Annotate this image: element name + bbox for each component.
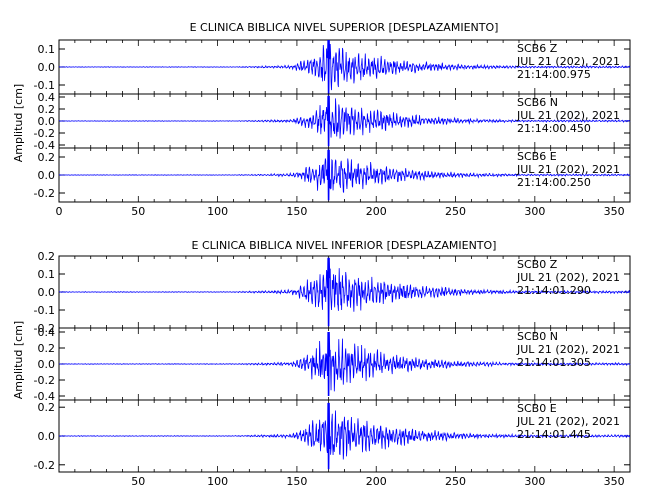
- y-tick-label: 0.2: [38, 250, 56, 263]
- y-tick-label: 0.2: [38, 103, 56, 116]
- date-label: JUL 21 (202), 2021: [516, 415, 620, 428]
- figure-title-lower: E CLINICA BIBLICA NIVEL INFERIOR [DESPLA…: [192, 239, 497, 252]
- figure-title-upper: E CLINICA BIBLICA NIVEL SUPERIOR [DESPLA…: [190, 21, 499, 34]
- station-label: SCB0 N: [517, 330, 558, 343]
- time-label: 21:14:00.975: [517, 68, 591, 81]
- x-tick-label: 100: [207, 205, 228, 218]
- date-label: JUL 21 (202), 2021: [516, 343, 620, 356]
- station-label: SCB0 Z: [517, 258, 558, 271]
- figure-ylabel-lower: Amplitud [cm]: [12, 321, 25, 399]
- y-tick-label: 0.4: [38, 91, 56, 104]
- y-tick-label: -0.2: [34, 374, 55, 387]
- station-label: SCB6 N: [517, 96, 558, 109]
- x-tick-label: 250: [445, 475, 466, 488]
- y-tick-label: 0.1: [38, 268, 56, 281]
- time-label: 21:14:01.305: [517, 356, 591, 369]
- y-tick-label: 0.4: [38, 326, 56, 339]
- figure-ylabel-upper: Amplitud [cm]: [12, 84, 25, 162]
- waveform-line: [58, 257, 631, 327]
- y-tick-label: -0.4: [34, 139, 55, 152]
- time-label: 21:14:00.450: [517, 122, 591, 135]
- waveform-line: [58, 39, 631, 95]
- x-tick-label: 300: [524, 475, 545, 488]
- time-label: 21:14:00.250: [517, 176, 591, 189]
- date-label: JUL 21 (202), 2021: [516, 55, 620, 68]
- x-tick-label: 250: [445, 205, 466, 218]
- y-tick-label: -0.2: [34, 322, 55, 335]
- y-tick-label: -0.2: [34, 459, 55, 472]
- x-tick-label: 350: [604, 475, 625, 488]
- x-tick-label: 200: [366, 205, 387, 218]
- y-tick-label: 0.0: [38, 358, 56, 371]
- waveform-line: [58, 149, 631, 201]
- date-label: JUL 21 (202), 2021: [516, 271, 620, 284]
- x-tick-label: 200: [366, 475, 387, 488]
- time-label: 21:14:01.290: [517, 284, 591, 297]
- y-tick-label: 0.1: [38, 43, 56, 56]
- y-tick-label: -0.1: [34, 304, 55, 317]
- y-tick-label: -0.2: [34, 127, 55, 140]
- y-tick-label: 0.2: [38, 401, 56, 414]
- x-tick-label: 0: [56, 205, 63, 218]
- y-tick-label: 0.0: [38, 115, 56, 128]
- x-tick-label: 350: [604, 205, 625, 218]
- station-label: SCB0 E: [517, 402, 557, 415]
- date-label: JUL 21 (202), 2021: [516, 163, 620, 176]
- waveform-line: [58, 95, 631, 147]
- y-tick-label: -0.4: [34, 390, 55, 403]
- y-tick-label: 0.0: [38, 430, 56, 443]
- x-tick-label: 150: [286, 205, 307, 218]
- y-tick-label: 0.2: [38, 342, 56, 355]
- x-tick-label: 50: [131, 475, 145, 488]
- y-tick-label: 0.0: [38, 61, 56, 74]
- x-tick-label: 100: [207, 475, 228, 488]
- x-tick-label: 50: [131, 205, 145, 218]
- waveform-line: [58, 331, 631, 397]
- y-tick-label: 0.0: [38, 286, 56, 299]
- waveform-line: [58, 402, 631, 470]
- station-label: SCB6 Z: [517, 42, 558, 55]
- date-label: JUL 21 (202), 2021: [516, 109, 620, 122]
- time-label: 21:14:01.445: [517, 428, 591, 441]
- x-tick-label: 150: [286, 475, 307, 488]
- x-tick-label: 300: [524, 205, 545, 218]
- station-label: SCB6 E: [517, 150, 557, 163]
- y-tick-label: -0.2: [34, 187, 55, 200]
- y-tick-label: 0.2: [38, 151, 56, 164]
- y-tick-label: 0.0: [38, 169, 56, 182]
- y-tick-label: -0.1: [34, 79, 55, 92]
